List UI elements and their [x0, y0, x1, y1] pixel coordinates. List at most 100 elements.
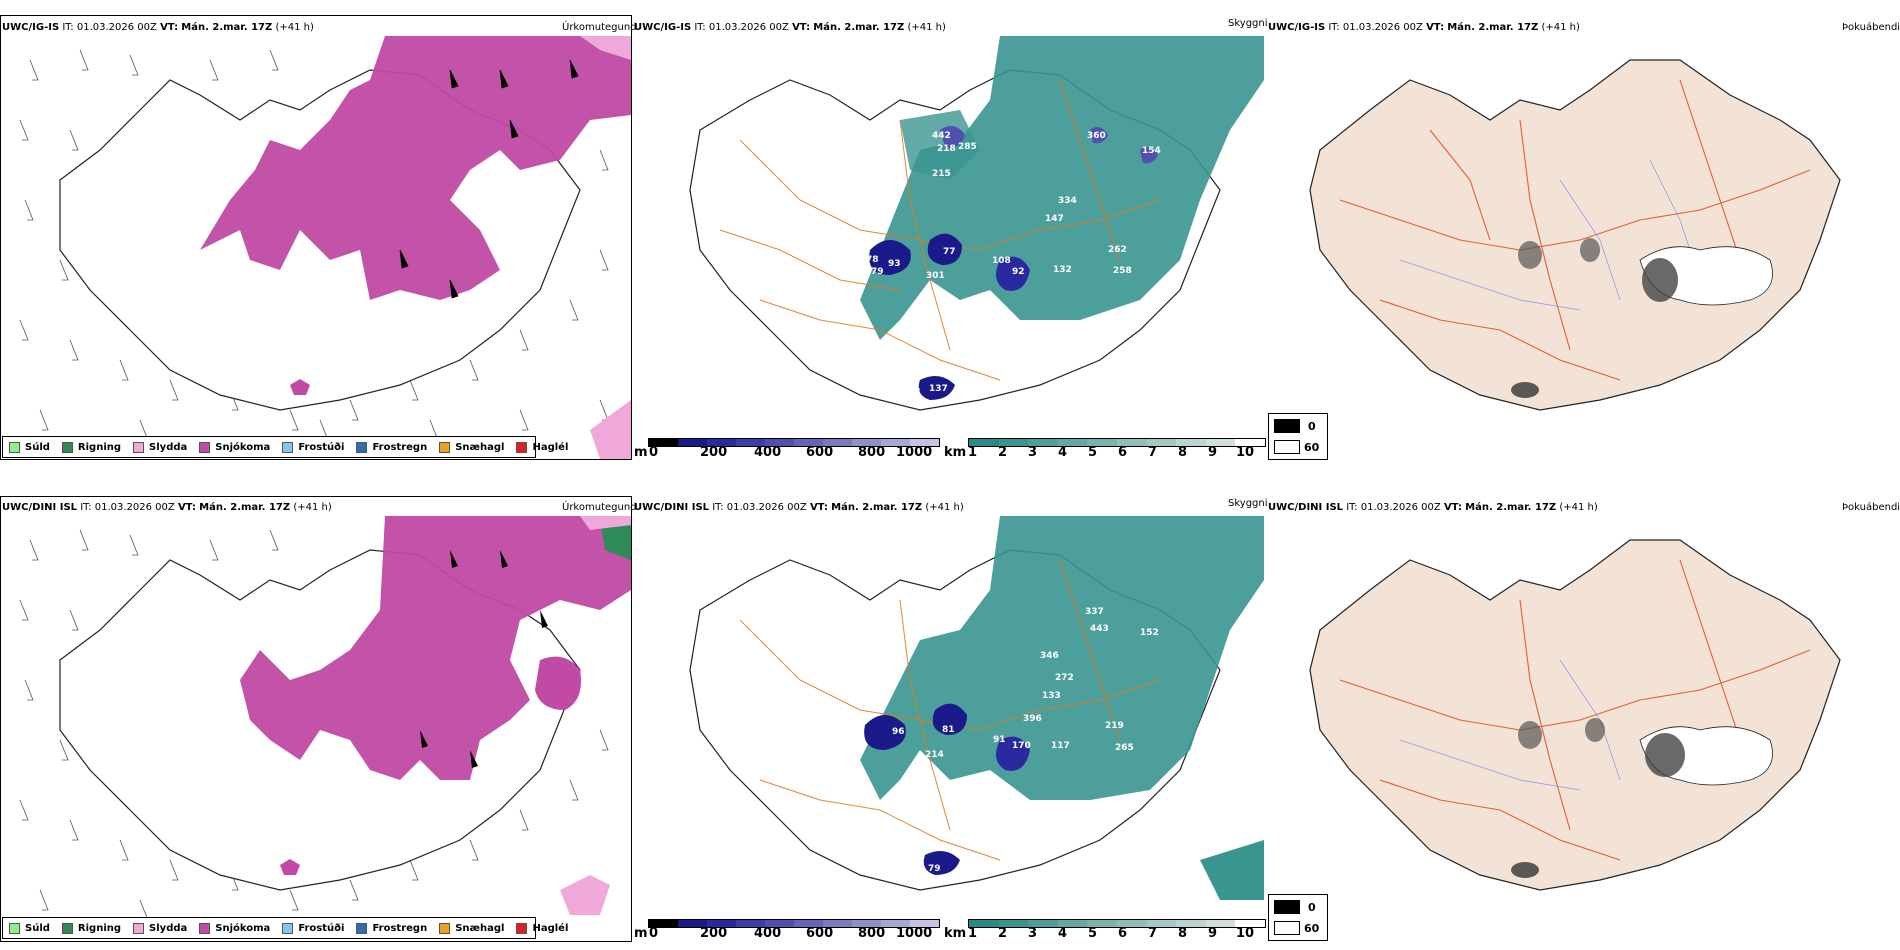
legend-item: Snjókoma	[199, 922, 270, 934]
tick-label: 8	[1178, 926, 1188, 941]
tick-label: 2	[998, 445, 1008, 460]
vis-label: 83	[909, 864, 922, 874]
vis-label: 117	[1051, 741, 1070, 751]
tick-label: 200	[700, 445, 728, 460]
legend-swatch	[282, 922, 294, 934]
legend-item: Rigning	[61, 922, 121, 934]
legend-swatch	[9, 922, 20, 934]
fog-map-2	[1309, 539, 1841, 891]
panel-title-precip: Úrkomutegund	[562, 22, 637, 33]
legend-swatch	[199, 922, 211, 934]
tick-label: 9	[1208, 445, 1218, 460]
vis-label: 96	[892, 727, 905, 737]
fog-legend-swatch	[1274, 440, 1300, 454]
legend-swatch	[61, 922, 73, 934]
visibility-labels: 442 218 285 215 95 360 154 334 147 262 2…	[866, 131, 1161, 398]
colorbar-km: km 1 2 3 4 5 6 7 8 9 10	[944, 436, 1266, 464]
fog-legend-label: 60	[1304, 922, 1320, 935]
fog-legend-swatch	[1274, 900, 1300, 914]
tick-label: 1000	[896, 445, 933, 460]
vis-label: 78	[866, 255, 879, 265]
fog-legend-label: 0	[1308, 901, 1316, 914]
legend-swatch	[133, 441, 145, 453]
colorbar-km-bar	[968, 919, 1266, 928]
panel-header: UWC/DINI ISL IT: 01.03.2026 00Z VT: Mán.…	[2, 502, 332, 513]
vis-label: 214	[925, 750, 944, 760]
legend-item: Súld	[9, 441, 50, 453]
legend-swatch	[516, 441, 528, 453]
fog-map-1	[1309, 59, 1841, 411]
precip-legend: Súld Rigning Slydda Snjókoma Frostúði Fr…	[2, 917, 568, 939]
fog-legend: 0 60	[1268, 413, 1328, 460]
vis-label: 443	[1090, 624, 1109, 634]
legend-item: Frostregn	[356, 922, 427, 934]
panel-title-fog: Þokuábendi	[1842, 22, 1900, 33]
tick-label: 800	[858, 926, 886, 941]
panel-title-fog: Þokuábendi	[1842, 502, 1900, 513]
vis-label: 87	[908, 388, 921, 398]
vis-label: 108	[992, 256, 1011, 266]
vis-label: 133	[1042, 691, 1061, 701]
vis-label: 334	[1058, 196, 1077, 206]
legend-swatch	[356, 922, 368, 934]
legend-item: Haglél	[516, 922, 568, 934]
vis-label: 79	[928, 864, 941, 874]
vis-label: 91	[993, 735, 1006, 745]
legend-item: Slydda	[133, 922, 187, 934]
tick-label: 0	[649, 445, 659, 460]
panel-header: UWC/IG-IS IT: 01.03.2026 00Z VT: Mán. 2.…	[1268, 22, 1580, 33]
tick-label: 2	[998, 926, 1008, 941]
vis-label: 258	[1113, 266, 1132, 276]
fog-legend: 0 60	[1268, 894, 1328, 941]
tick-label: 7	[1148, 445, 1158, 460]
vis-label: 132	[1053, 265, 1072, 275]
tick-label: 9	[1208, 926, 1218, 941]
legend-swatch	[356, 441, 368, 453]
map-layer: 337 443 152 346 272 133 396 219 265 96 8…	[19, 516, 1841, 921]
panel-header: UWC/IG-IS IT: 01.03.2026 00Z VT: Mán. 2.…	[2, 22, 314, 33]
fog-legend-label: 60	[1304, 441, 1320, 454]
tick-label: 10	[1236, 445, 1255, 460]
vis-label: 396	[1023, 714, 1042, 724]
vis-label: 81	[942, 725, 955, 735]
legend-item: Snæhagl	[439, 922, 504, 934]
vis-label: 154	[1142, 146, 1161, 156]
colorbar-km-bar	[968, 438, 1266, 447]
vis-label: 77	[943, 247, 956, 257]
legend-item: Snæhagl	[439, 441, 504, 453]
map-layer: 442 218 285 215 95 360 154 334 147 262 2…	[19, 36, 1841, 459]
tick-label: 200	[700, 926, 728, 941]
vis-label: 218	[937, 144, 956, 154]
row-2: UWC/DINI ISL IT: 01.03.2026 00Z VT: Mán.…	[0, 480, 1900, 950]
vis-label: 215	[932, 169, 951, 179]
tick-label: 4	[1058, 445, 1068, 460]
panel-header: UWC/DINI ISL IT: 01.03.2026 00Z VT: Mán.…	[634, 502, 964, 513]
panel-title-visibility: Skyggni	[1228, 498, 1268, 509]
fog-legend-label: 0	[1308, 420, 1316, 433]
vis-label: 337	[1085, 607, 1104, 617]
tick-label: 400	[754, 926, 782, 941]
fog-legend-swatch	[1274, 419, 1300, 433]
legend-item: Frostúði	[282, 922, 344, 934]
vis-label: 360	[1087, 131, 1106, 141]
vis-label: 137	[929, 384, 948, 394]
legend-item: Rigning	[61, 441, 121, 453]
tick-label: 4	[1058, 926, 1068, 941]
colorbar-unit: km	[944, 445, 967, 460]
colorbar-unit: m	[634, 445, 648, 460]
tick-label: 800	[858, 445, 886, 460]
tick-label: 5	[1088, 445, 1098, 460]
legend-swatch	[133, 922, 145, 934]
colorbar-m: m 0 200 400 600 800 1000	[634, 917, 940, 945]
colorbar-m-bar	[648, 919, 940, 928]
vis-label: 285	[958, 142, 977, 152]
tick-label: 3	[1028, 445, 1038, 460]
vis-label: 346	[1040, 651, 1059, 661]
panel-header: UWC/DINI ISL IT: 01.03.2026 00Z VT: Mán.…	[1268, 502, 1598, 513]
panel-header: UWC/IG-IS IT: 01.03.2026 00Z VT: Mán. 2.…	[634, 22, 946, 33]
tick-label: 6	[1118, 445, 1128, 460]
tick-label: 400	[754, 445, 782, 460]
vis-label: 442	[932, 131, 951, 141]
vis-label: 92	[1012, 267, 1025, 277]
colorbar-unit: m	[634, 926, 648, 941]
